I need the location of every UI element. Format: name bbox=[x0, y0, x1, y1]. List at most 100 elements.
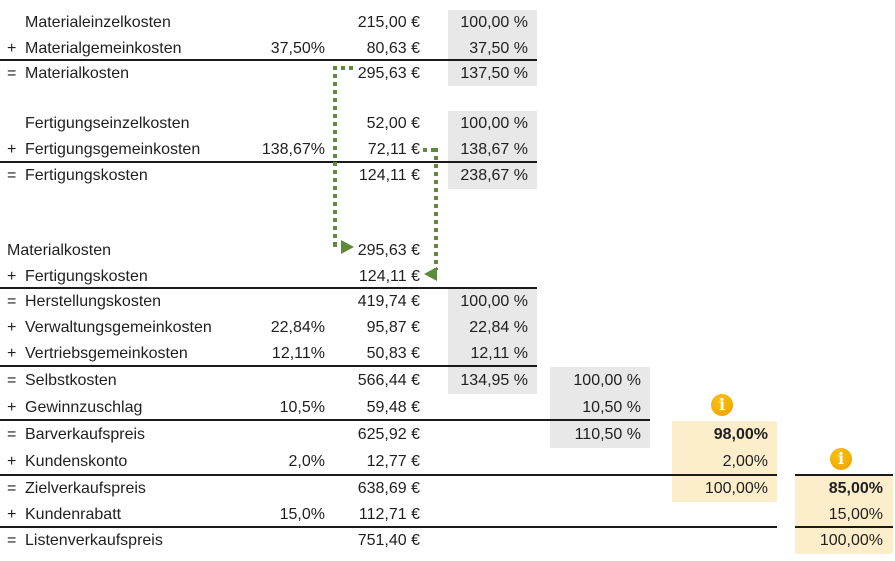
pct-col2-cell[interactable]: 100,00 % bbox=[550, 367, 650, 394]
amount-cell[interactable]: 124,11 € bbox=[358, 167, 420, 184]
pct-col2-cell[interactable]: 10,50 % bbox=[550, 394, 650, 421]
row-operator: + bbox=[7, 506, 17, 523]
amount-cell[interactable]: 59,48 € bbox=[366, 399, 420, 416]
table-row: + Kundenskonto 2,0% 12,77 € 2,00% bbox=[0, 448, 895, 476]
pct-col1-cell[interactable]: 100,00 % bbox=[448, 289, 537, 315]
pct-col1-cell[interactable]: 22,84 % bbox=[448, 315, 537, 340]
table-row: Fertigungseinzelkosten 52,00 € 100,00 % bbox=[0, 111, 895, 137]
pct-col4-cell[interactable]: 15,00% bbox=[795, 502, 893, 527]
row-label-cell[interactable]: + Fertigungsgemeinkosten bbox=[7, 137, 237, 163]
pct-col4-cell[interactable]: 100,00% bbox=[795, 528, 893, 554]
row-label-cell[interactable]: Fertigungseinzelkosten bbox=[7, 111, 237, 137]
amount-cell[interactable]: 566,44 € bbox=[357, 372, 420, 389]
table-row: = Fertigungskosten 124,11 € 238,67 % bbox=[0, 163, 895, 189]
row-label: Verwaltungsgemeinkosten bbox=[25, 319, 212, 336]
row-operator: = bbox=[7, 293, 17, 310]
table-row: + Vertriebsgemeinkosten 12,11% 50,83 € 12,11… bbox=[0, 340, 895, 367]
sum-line bbox=[795, 474, 893, 476]
row-label: Zielverkaufspreis bbox=[25, 480, 146, 497]
arrow-segment bbox=[434, 148, 438, 270]
row-label-cell[interactable]: Materialkosten bbox=[7, 238, 237, 264]
row-label-cell[interactable]: + Kundenrabatt bbox=[7, 502, 237, 527]
table-row: + Gewinnzuschlag 10,5% 59,48 € 10,50 % bbox=[0, 394, 895, 421]
row-label-cell[interactable]: = Materialkosten bbox=[7, 61, 237, 86]
row-operator: + bbox=[7, 453, 17, 470]
amount-cell[interactable]: 80,63 € bbox=[366, 40, 420, 57]
pct-col1-cell[interactable]: 138,67 % bbox=[448, 137, 537, 163]
sum-line bbox=[0, 365, 537, 367]
pct-col4-cell[interactable]: 85,00% bbox=[795, 476, 893, 502]
arrow-segment bbox=[423, 148, 437, 152]
amount-cell[interactable]: 295,63 € bbox=[357, 242, 420, 259]
row-label: Herstellungskosten bbox=[25, 293, 162, 310]
amount-cell[interactable]: 52,00 € bbox=[366, 115, 420, 132]
sum-line bbox=[0, 474, 777, 476]
row-label-cell[interactable]: = Selbstkosten bbox=[7, 367, 237, 394]
amount-cell[interactable]: 295,63 € bbox=[357, 65, 420, 82]
rate-cell[interactable]: 10,5% bbox=[279, 399, 325, 416]
rate-cell[interactable]: 138,67% bbox=[261, 141, 325, 158]
row-label-cell[interactable]: + Kundenskonto bbox=[7, 448, 237, 476]
pct-col1-cell[interactable]: 134,95 % bbox=[448, 367, 537, 394]
pct-col1-cell[interactable]: 100,00 % bbox=[448, 10, 537, 36]
pct-col2-cell[interactable]: 110,50 % bbox=[550, 421, 650, 448]
amount-cell[interactable]: 124,11 € bbox=[358, 268, 420, 285]
info-glyph: i bbox=[837, 449, 845, 468]
row-label: Fertigungskosten bbox=[25, 268, 148, 285]
sum-line bbox=[0, 419, 650, 421]
amount-cell[interactable]: 72,11 € bbox=[367, 141, 420, 158]
row-operator: + bbox=[7, 399, 17, 416]
pct-col1-cell[interactable]: 238,67 % bbox=[448, 163, 537, 189]
row-label: Fertigungseinzelkosten bbox=[25, 115, 190, 132]
row-label-cell[interactable]: = Listenverkaufspreis bbox=[7, 528, 237, 554]
amount-cell[interactable]: 95,87 € bbox=[366, 319, 420, 336]
row-label: Gewinnzuschlag bbox=[25, 399, 143, 416]
row-label-cell[interactable]: = Zielverkaufspreis bbox=[7, 476, 237, 502]
row-label-cell[interactable]: + Vertriebsgemeinkosten bbox=[7, 340, 237, 367]
rate-cell[interactable]: 2,0% bbox=[288, 453, 325, 470]
amount-cell[interactable]: 751,40 € bbox=[357, 532, 420, 549]
row-label-cell[interactable]: = Barverkaufspreis bbox=[7, 421, 237, 448]
amount-cell[interactable]: 625,92 € bbox=[357, 426, 420, 443]
row-label-cell[interactable]: + Verwaltungsgemeinkosten bbox=[7, 315, 237, 340]
pct-col1-cell[interactable]: 137,50 % bbox=[448, 61, 537, 86]
rate-cell[interactable]: 15,0% bbox=[279, 506, 325, 523]
table-row: + Materialgemeinkosten 37,50% 80,63 € 37,50 … bbox=[0, 36, 895, 61]
table-row: + Kundenrabatt 15,0% 112,71 € 15,00% bbox=[0, 502, 895, 527]
row-label: Vertriebsgemeinkosten bbox=[25, 345, 188, 362]
row-operator: = bbox=[7, 426, 17, 443]
sum-line bbox=[0, 526, 777, 528]
rate-cell[interactable]: 12,11% bbox=[271, 345, 325, 362]
rate-cell[interactable]: 37,50% bbox=[270, 40, 325, 57]
amount-cell[interactable]: 50,83 € bbox=[366, 345, 420, 362]
amount-cell[interactable]: 419,74 € bbox=[357, 293, 420, 310]
row-label-cell[interactable]: + Materialgemeinkosten bbox=[7, 36, 237, 61]
amount-cell[interactable]: 638,69 € bbox=[357, 480, 420, 497]
info-icon-barverkaufspreis[interactable]: i bbox=[711, 394, 733, 416]
row-label-cell[interactable]: = Fertigungskosten bbox=[7, 163, 237, 189]
row-label: Kundenrabatt bbox=[25, 506, 122, 523]
row-operator: = bbox=[7, 65, 17, 82]
rate-cell[interactable]: 22,84% bbox=[270, 319, 325, 336]
row-operator: = bbox=[7, 372, 17, 389]
row-operator: = bbox=[7, 480, 17, 497]
row-label-cell[interactable]: = Herstellungskosten bbox=[7, 289, 237, 315]
info-icon-zielverkaufspreis[interactable]: i bbox=[830, 448, 852, 470]
amount-cell[interactable]: 12,77 € bbox=[366, 453, 420, 470]
table-row: = Zielverkaufspreis 638,69 € 100,00% 85,00% bbox=[0, 476, 895, 502]
pct-col3-cell[interactable]: 100,00% bbox=[672, 476, 777, 502]
pct-col1-cell[interactable]: 12,11 % bbox=[448, 340, 537, 367]
pct-col3-cell[interactable]: 2,00% bbox=[672, 448, 777, 476]
row-operator: = bbox=[7, 167, 17, 184]
row-label-cell[interactable]: + Gewinnzuschlag bbox=[7, 394, 237, 421]
amount-cell[interactable]: 215,00 € bbox=[357, 14, 420, 31]
sum-line bbox=[795, 526, 893, 528]
row-label-cell[interactable]: Materialeinzelkosten bbox=[7, 10, 237, 36]
pct-col1-cell[interactable]: 100,00 % bbox=[448, 111, 537, 137]
arrow-segment bbox=[333, 243, 341, 247]
amount-cell[interactable]: 112,71 € bbox=[358, 506, 420, 523]
pct-col3-cell[interactable]: 98,00% bbox=[672, 421, 777, 448]
info-glyph: i bbox=[718, 395, 726, 414]
row-label-cell[interactable]: + Fertigungskosten bbox=[7, 264, 237, 289]
pct-col1-cell[interactable]: 37,50 % bbox=[448, 36, 537, 61]
